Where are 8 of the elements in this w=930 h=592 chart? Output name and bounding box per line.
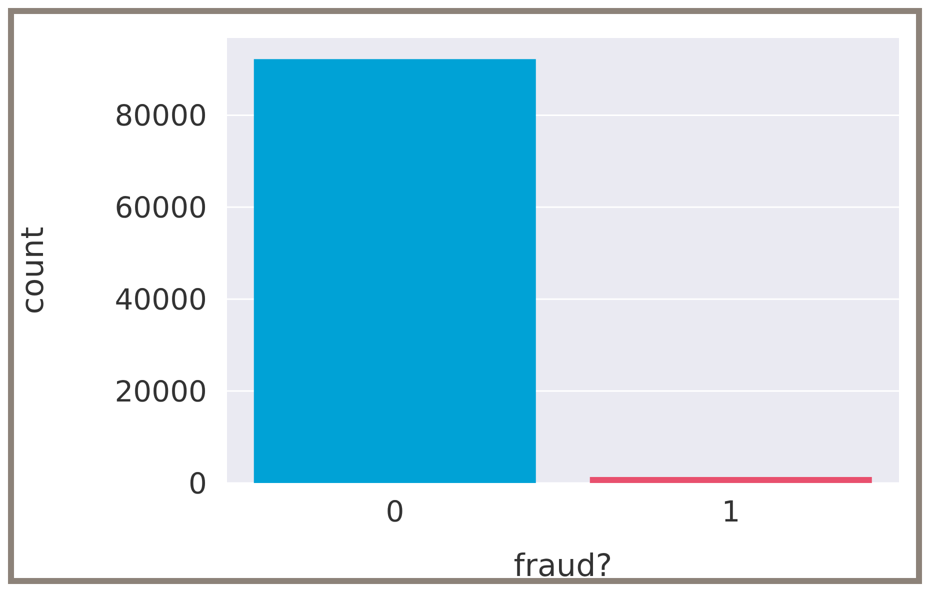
y-tick-label: 40000 <box>114 282 207 316</box>
x-tick-label: 1 <box>722 494 740 529</box>
y-tick-label: 80000 <box>114 98 207 133</box>
y-tick-label: 60000 <box>114 190 207 224</box>
y-axis-title: count <box>15 226 52 314</box>
x-axis-title: fraud? <box>514 548 612 584</box>
y-tick-label: 20000 <box>114 374 207 408</box>
y-tick-label: 0 <box>188 466 207 500</box>
